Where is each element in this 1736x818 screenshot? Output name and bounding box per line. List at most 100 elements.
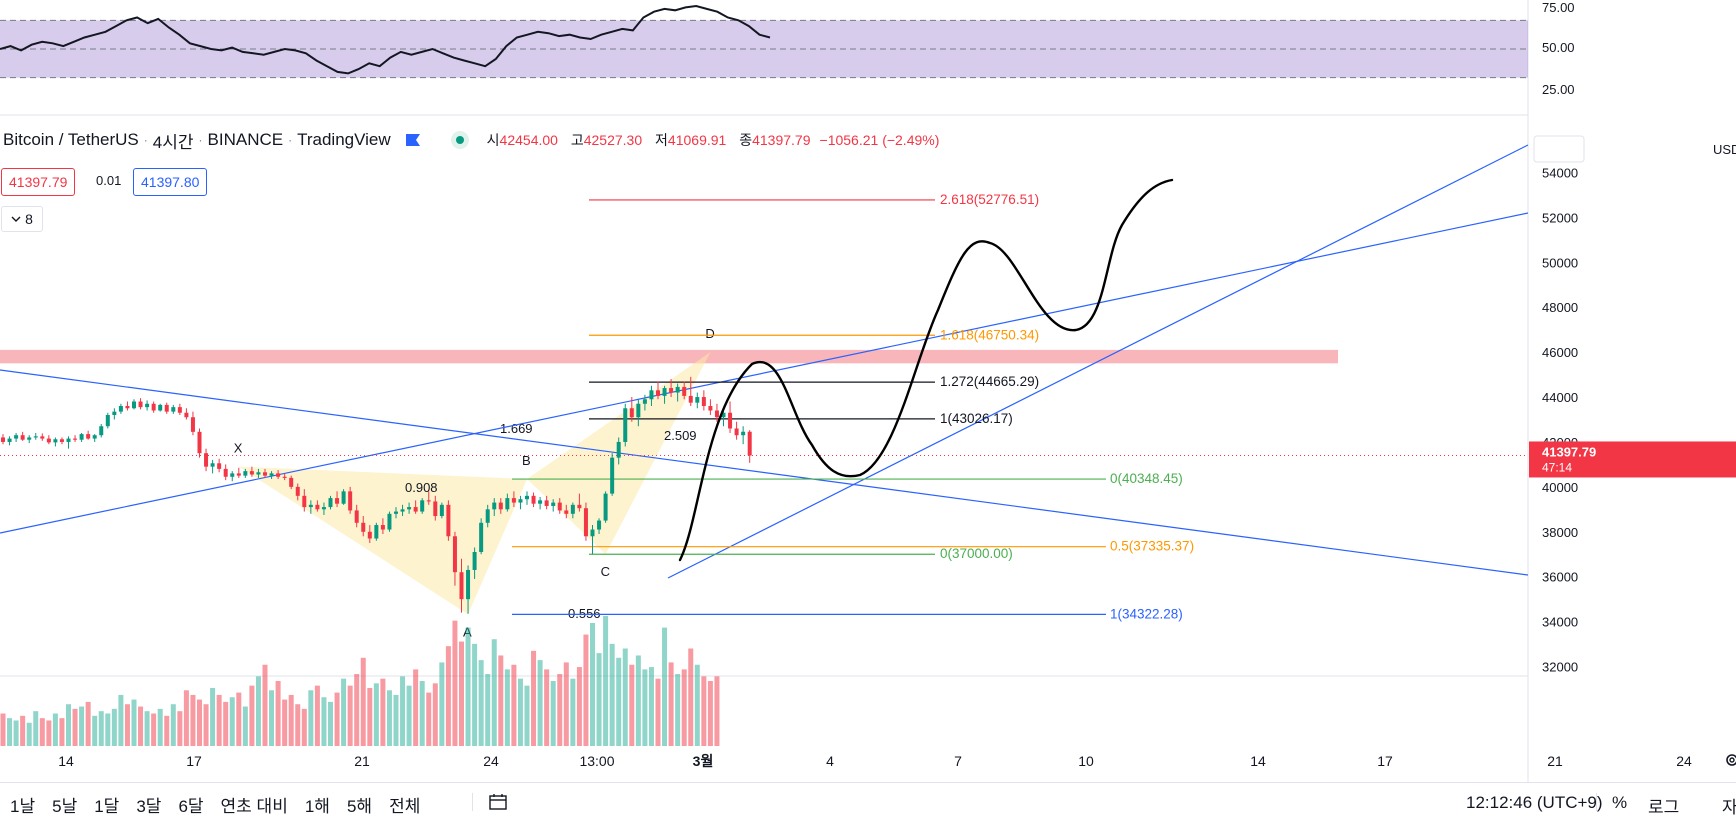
- high-label: 고: [570, 132, 584, 148]
- pattern-ratio: 0.556: [568, 606, 601, 621]
- flag-icon[interactable]: [405, 133, 421, 147]
- candle: [433, 501, 438, 517]
- candle: [171, 407, 176, 412]
- candle: [40, 436, 45, 439]
- volume-bar: [406, 685, 412, 746]
- low-value: 41069.91: [667, 132, 727, 148]
- candle: [649, 390, 654, 400]
- volume-bar: [524, 685, 530, 746]
- volume-bar: [124, 704, 130, 746]
- fib-level-label: 2.618(52776.51): [940, 192, 1039, 207]
- price-axis-tick: 32000: [1542, 660, 1578, 675]
- interval-label[interactable]: 4시간: [152, 132, 194, 152]
- timezone-clock[interactable]: 12:12:46 (UTC+9): [1466, 793, 1603, 812]
- calendar-goto-icon[interactable]: [489, 793, 509, 811]
- range-1m[interactable]: 1달: [94, 797, 120, 816]
- candle: [695, 397, 700, 403]
- fib-level-label: 1.272(44665.29): [940, 374, 1039, 389]
- volume-bar: [229, 697, 235, 746]
- currency-button: [1533, 135, 1585, 163]
- candle: [407, 507, 412, 510]
- volume-bar: [491, 639, 497, 746]
- range-ytd[interactable]: 연초 대비: [220, 797, 288, 816]
- candle: [7, 438, 12, 442]
- percent-scale-toggle[interactable]: %: [1612, 793, 1628, 812]
- candle: [243, 471, 248, 476]
- symbol-title[interactable]: Bitcoin / TetherUS: [3, 130, 139, 149]
- gear-icon[interactable]: [1724, 752, 1736, 768]
- range-3m[interactable]: 3달: [136, 797, 162, 816]
- volume-bar: [485, 674, 491, 746]
- candle: [557, 502, 562, 511]
- range-5y[interactable]: 5해: [346, 797, 373, 816]
- candle: [374, 525, 379, 539]
- candle: [511, 498, 516, 503]
- range-1y[interactable]: 1해: [304, 797, 330, 816]
- price-axis-tick: 46000: [1542, 345, 1578, 360]
- candle: [597, 520, 602, 530]
- volume-bar: [576, 667, 582, 746]
- volume-bar: [210, 687, 216, 746]
- candle: [230, 473, 235, 477]
- candle: [616, 441, 621, 458]
- range-all[interactable]: 전체: [389, 797, 421, 816]
- volume-bar: [242, 706, 248, 746]
- candle: [741, 431, 746, 436]
- volume-bar: [190, 694, 196, 746]
- volume-bar: [255, 676, 261, 746]
- candle: [518, 499, 523, 503]
- auto-scale-toggle[interactable]: 자: [1722, 798, 1736, 817]
- volume-bar: [400, 676, 406, 746]
- range-5d[interactable]: 5날: [52, 797, 78, 816]
- volume-bar: [662, 627, 668, 746]
- candle: [354, 510, 359, 523]
- volume-bar: [419, 681, 425, 746]
- pattern-ratio: 1.669: [500, 421, 533, 436]
- candle: [308, 504, 313, 508]
- volume-bar: [583, 634, 589, 746]
- market-status-icon[interactable]: [450, 131, 469, 149]
- sell-button[interactable]: 41397.79: [1, 168, 76, 196]
- volume-bar: [321, 697, 327, 746]
- pattern-xab: [238, 466, 528, 615]
- volume-bar: [52, 713, 58, 746]
- candle: [1, 437, 5, 442]
- range-6m[interactable]: 6달: [178, 797, 204, 816]
- candle: [400, 509, 405, 512]
- range-1d[interactable]: 1날: [10, 797, 36, 816]
- candle: [544, 500, 549, 506]
- price-axis-tick: 52000: [1542, 210, 1578, 225]
- volume-bar: [688, 648, 694, 746]
- log-scale-toggle[interactable]: 로그: [1648, 798, 1680, 817]
- candle: [145, 403, 150, 408]
- candle: [249, 471, 254, 475]
- price-axis-tick: 54000: [1542, 165, 1578, 180]
- volume-bar: [504, 669, 510, 746]
- candle: [92, 435, 97, 439]
- indicators-toggle-button[interactable]: 8: [1, 206, 43, 232]
- candle: [53, 439, 58, 443]
- high-value: 42527.30: [583, 132, 643, 148]
- volume-bar: [341, 678, 347, 746]
- price-axis-tick: 36000: [1542, 570, 1578, 585]
- rsi-axis-tick: 50.00: [1542, 40, 1575, 55]
- volume-bar: [642, 669, 648, 746]
- candle: [734, 428, 739, 436]
- buy-button[interactable]: 41397.80: [133, 168, 208, 196]
- volume-bar: [393, 694, 399, 746]
- volume-bar: [675, 674, 681, 746]
- pattern-ratio: 2.509: [664, 428, 697, 443]
- time-axis-tick: 3월: [693, 753, 714, 769]
- volume-bar: [668, 662, 674, 746]
- ohlc-values: 시42454.00 고42527.30 저41069.91 종41397.79−…: [487, 130, 949, 150]
- candle: [66, 438, 71, 442]
- candle: [472, 551, 477, 570]
- volume-bar: [236, 692, 242, 746]
- candle: [708, 406, 713, 411]
- candle: [14, 435, 19, 439]
- volume-bar: [275, 681, 281, 746]
- candle: [151, 403, 156, 411]
- candle: [485, 509, 490, 523]
- volume-bar: [360, 657, 366, 746]
